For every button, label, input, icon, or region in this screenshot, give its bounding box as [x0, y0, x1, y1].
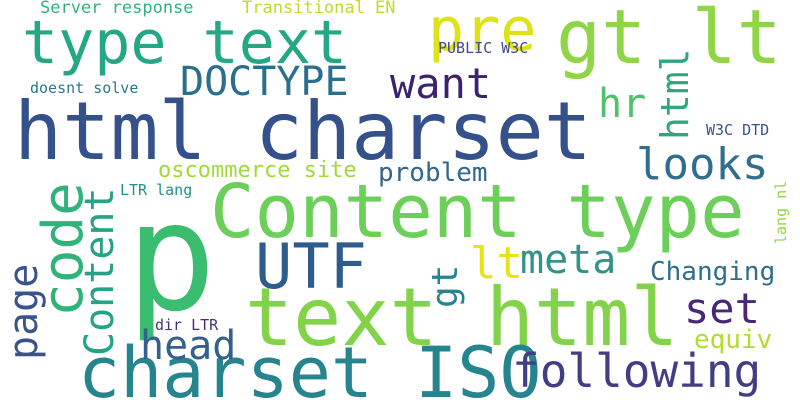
- word-transitional-en: Transitional EN: [242, 0, 396, 18]
- word-content: Content: [77, 187, 123, 356]
- word-head: head: [140, 323, 237, 369]
- word-doctype: DOCTYPE: [180, 59, 349, 105]
- word-oscommerce-site: oscommerce site: [158, 158, 357, 183]
- word-gt: gt: [425, 264, 466, 308]
- word-utf: UTF: [255, 230, 367, 303]
- word-lang-nl: lang nl: [772, 180, 790, 244]
- word-gt-lt: gt lt: [556, 0, 782, 81]
- word-hr: hr: [598, 81, 647, 127]
- word-content-type: Content type: [210, 169, 745, 255]
- word-changing: Changing: [650, 257, 776, 287]
- word-ltr-lang: LTR lang: [120, 181, 193, 199]
- word-lt: lt: [470, 238, 523, 289]
- word-doesnt-solve: doesnt solve: [30, 79, 139, 97]
- word-looks: looks: [636, 139, 769, 190]
- word-html: html: [653, 48, 697, 140]
- word-pre: pre: [428, 0, 537, 65]
- word-following: following: [512, 344, 762, 398]
- word-type-text: type text: [22, 8, 348, 78]
- word-w3c-dtd: W3C DTD: [706, 121, 770, 139]
- word-charset-iso: charset ISO: [78, 332, 542, 400]
- word-dir-ltr: dir LTR: [155, 316, 219, 334]
- word-p: p: [126, 171, 217, 345]
- word-server-response: Server response: [40, 0, 194, 18]
- word-equiv: equiv: [694, 325, 773, 355]
- word-set: set: [684, 284, 760, 333]
- word-want: want: [390, 59, 492, 108]
- word-html-charset: html charset: [14, 85, 592, 178]
- word-page: page: [1, 263, 47, 360]
- word-meta: meta: [520, 237, 617, 283]
- word-public-w3c: PUBLIC W3C: [438, 39, 529, 57]
- word-problem: problem: [378, 158, 488, 188]
- word-text-html: text html: [245, 271, 679, 364]
